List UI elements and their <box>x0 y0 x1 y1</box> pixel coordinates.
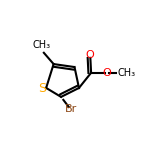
Text: O: O <box>86 50 95 60</box>
Text: O: O <box>103 68 112 78</box>
Text: Br: Br <box>65 104 77 114</box>
Text: CH₃: CH₃ <box>117 68 135 78</box>
Text: S: S <box>38 82 46 95</box>
Text: CH₃: CH₃ <box>32 40 50 50</box>
